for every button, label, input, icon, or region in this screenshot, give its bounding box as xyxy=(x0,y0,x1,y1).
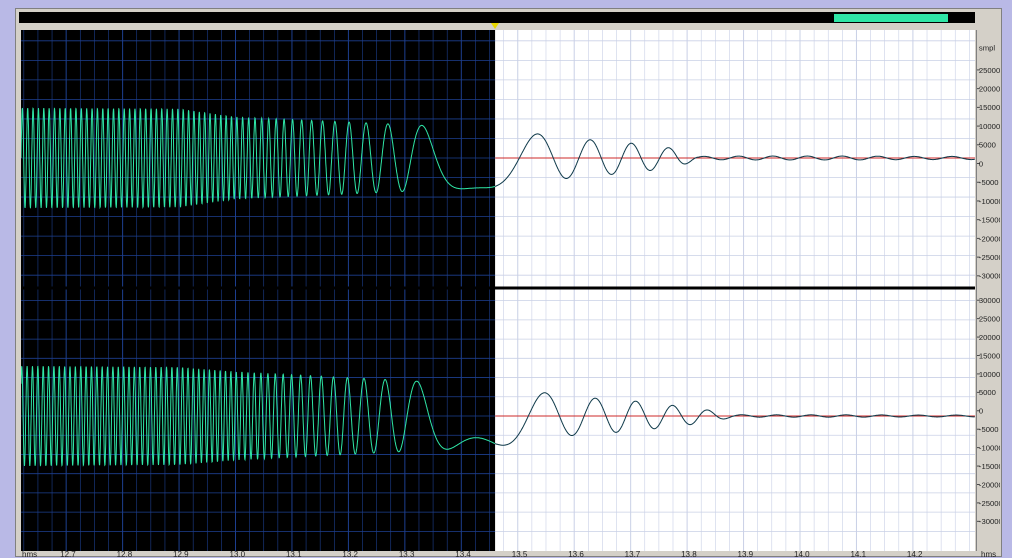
amplitude-tick-label: 10000 xyxy=(979,122,1000,131)
amplitude-tick-label: 20000 xyxy=(979,333,1000,342)
time-tick-label: 14.1 xyxy=(850,550,866,558)
amplitude-tick-label: 5000 xyxy=(979,388,996,397)
amplitude-tick-label: 25000 xyxy=(979,66,1000,75)
amplitude-tick-label: 5000 xyxy=(979,141,996,150)
overview-view-range[interactable] xyxy=(834,14,949,22)
amplitude-tick-label: 0 xyxy=(979,159,983,168)
time-tick-label: 13.1 xyxy=(286,550,302,558)
selection-background xyxy=(21,30,496,551)
time-ruler: hms hms 12.7 12.8 12.9 13.0 13.1 13.2 13.3 13.4… xyxy=(22,550,996,558)
time-tick-label: 13.3 xyxy=(399,550,415,558)
amplitude-tick-label: -25000 xyxy=(979,253,1000,262)
overview-bar[interactable] xyxy=(19,12,975,23)
time-tick-label: 12.7 xyxy=(60,550,76,558)
amplitude-tick-label: -30000 xyxy=(979,272,1000,281)
time-tick-label: 12.9 xyxy=(173,550,189,558)
amplitude-tick-label: 30000 xyxy=(979,296,1000,305)
amplitude-tick-label: -5000 xyxy=(979,425,999,434)
time-unit-label-right: hms xyxy=(981,550,996,558)
waveform-channel-2-selected xyxy=(21,365,496,467)
amplitude-tick-label: 20000 xyxy=(979,85,1000,94)
amplitude-tick-label: 10000 xyxy=(979,370,1000,379)
amplitude-tick-label: -15000 xyxy=(979,462,1000,471)
time-tick-label: 13.9 xyxy=(738,550,754,558)
time-tick-label: 13.6 xyxy=(568,550,584,558)
amplitude-tick-label: 15000 xyxy=(979,351,1000,360)
waveform-channel-1 xyxy=(494,133,975,187)
amplitude-tick-label: -15000 xyxy=(979,216,1000,225)
waveform-channel-2 xyxy=(494,392,975,446)
time-tick-label: 13.4 xyxy=(455,550,471,558)
waveform-editor: smpl 25000 20000 15000 10000 5000 0 -5000 -1000… xyxy=(15,8,1002,558)
amplitude-tick-label: -20000 xyxy=(979,480,1000,489)
amplitude-ruler: smpl 25000 20000 15000 10000 5000 0 -5000 -1000… xyxy=(976,30,1000,551)
time-tick-label: 12.8 xyxy=(117,550,133,558)
amplitude-tick-label: -25000 xyxy=(979,499,1000,508)
amplitude-unit-label: smpl xyxy=(979,43,995,52)
time-tick-label: 13.8 xyxy=(681,550,697,558)
time-tick-label: 14.2 xyxy=(907,550,923,558)
amplitude-tick-label: -20000 xyxy=(979,234,1000,243)
amplitude-tick-label: 15000 xyxy=(979,103,1000,112)
waveform-channel-1-selected xyxy=(21,107,495,210)
amplitude-tick-label: 0 xyxy=(979,407,983,416)
amplitude-tick-label: -30000 xyxy=(979,517,1000,526)
time-unit-label-left: hms xyxy=(22,550,37,558)
amplitude-tick-label: -10000 xyxy=(979,197,1000,206)
time-tick-label: 13.7 xyxy=(625,550,641,558)
amplitude-tick-label: 25000 xyxy=(979,315,1000,324)
unselected-background xyxy=(495,30,975,551)
waveform-view[interactable] xyxy=(21,30,975,551)
playback-cursor-marker[interactable] xyxy=(491,23,500,29)
time-tick-label: 13.5 xyxy=(512,550,528,558)
time-tick-label: 13.0 xyxy=(230,550,246,558)
amplitude-tick-label: -5000 xyxy=(979,178,999,187)
amplitude-tick-label: -10000 xyxy=(979,443,1000,452)
time-tick-label: 13.2 xyxy=(342,550,358,558)
time-tick-label: 14.0 xyxy=(794,550,810,558)
